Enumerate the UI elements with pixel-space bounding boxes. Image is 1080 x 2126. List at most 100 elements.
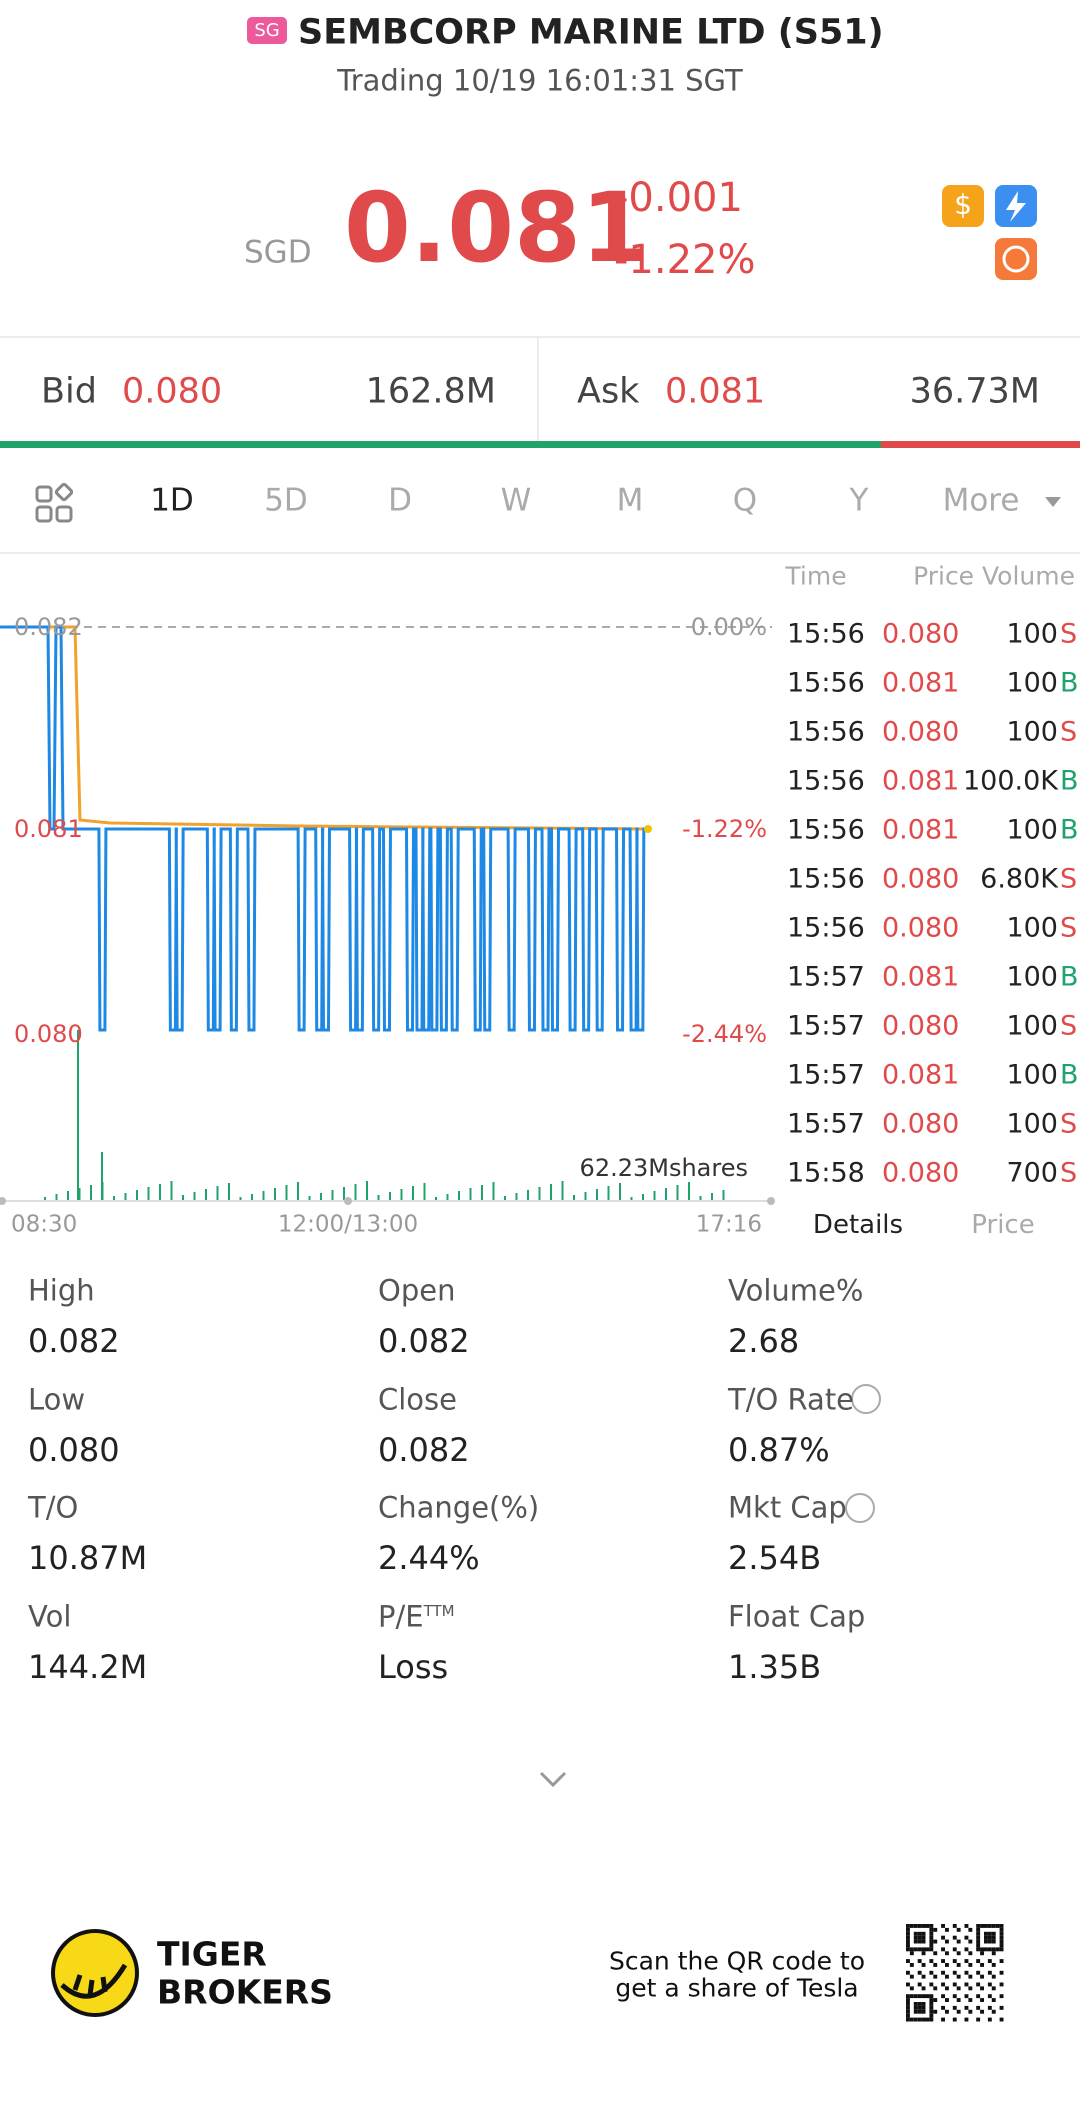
trade-volume: 100 [1006,667,1058,699]
qr-cell [952,2005,957,2010]
ask: 0.081 [665,371,766,412]
detail-value: 0.082 [378,1322,470,1360]
qr-cell [917,1924,922,1928]
detail-label: Vol [28,1599,72,1633]
qr-cell [909,1994,914,1999]
period-tab[interactable]: W [500,482,532,519]
qr-cell [929,1998,934,2002]
qr-cell [921,2017,926,2022]
trade-volume: 100 [1006,716,1058,748]
qr-cell [991,1986,996,1991]
qr-cell [980,1998,984,2002]
layout-icon[interactable] [35,482,74,523]
qr-cell [906,1939,910,1944]
price-tab[interactable]: Price [971,1210,1035,1240]
trade-side: B [1060,667,1079,699]
qr-cell [999,1943,1004,1948]
qr-cell [906,2005,910,2010]
qr-cell [917,2005,922,2010]
details-tab[interactable]: Details [812,1210,904,1240]
qr-cell [964,1982,969,1987]
period-tab[interactable]: 1D [150,482,194,519]
qr-cell [921,2005,926,2010]
qr-cell [987,1994,992,1999]
detail-label: T/O Rate [728,1382,855,1416]
status: Trading 10/19 16:01:31 SGT [337,63,743,98]
qr-cell [933,1951,938,1956]
qr-cell [976,1943,981,1948]
period-tab[interactable]: D [388,482,412,519]
qr-cell [964,1935,969,1940]
qr-cell [980,1986,984,1991]
qr-cell [976,1924,981,1928]
qr-cell [917,2017,922,2022]
qr-cell [906,1943,910,1948]
qr-cell [945,1998,949,2002]
qr-cell [952,1959,957,1963]
qr-cell [968,1939,973,1944]
qr-cell [952,1935,957,1940]
qr-cell [917,1994,922,1999]
icon-dollar[interactable] [942,185,984,227]
qr-cell [999,2017,1004,2022]
qr-cell [921,1935,926,1940]
qr-cell [999,1982,1004,1987]
expand-chevron[interactable] [539,1771,567,1788]
qr-cell [945,1974,949,1979]
trade-time: 15:57 [787,961,865,993]
trade-volume: 100 [1006,1059,1058,1091]
col-header: Price Volume [913,561,1075,591]
period-tab[interactable]: M [616,482,644,519]
qr-cell [906,1935,910,1940]
col-header: Time [785,561,847,591]
trade-side: B [1060,961,1079,993]
qr-cell [921,1951,926,1956]
qr-cell [980,1951,984,1956]
trade-time: 15:57 [787,1010,865,1042]
avg-line [0,625,649,831]
qr-cell [984,1924,988,1928]
info-icon[interactable] [845,1493,875,1523]
change-pct: -1.22% [614,237,756,283]
qr-cell [933,1939,938,1944]
period-tab[interactable]: Y [849,482,869,519]
qr-cell [906,2013,910,2018]
qr-cell [906,1982,910,1987]
qr-cell [921,1947,926,1952]
qr-cell [987,2017,992,2022]
icon-options[interactable] [995,238,1037,280]
qr-cell [964,2005,969,2010]
volume-total: 62.23Mshares [579,1154,748,1182]
period-tab[interactable]: More [942,482,1020,519]
qr-cell [909,2017,914,2022]
qr-cell [976,1994,981,1999]
qr-cell [909,1974,914,1979]
qr-cell [987,1970,992,1975]
qr-cell [976,1939,981,1944]
period-tab[interactable]: Q [732,482,758,519]
qr-cell [921,2002,926,2006]
qr-cell [991,1935,996,1940]
qr-cell [999,1924,1004,1928]
info-icon[interactable] [851,1384,881,1414]
qr-cell [964,1970,969,1975]
qr-cell [984,1947,988,1952]
trade-side: B [1060,814,1079,846]
qr-cell [941,1970,945,1975]
qr-cell [921,1924,926,1928]
qr-cell [976,1982,981,1987]
qr-cell [980,2009,984,2014]
superscript: TTM [423,1601,455,1620]
qr-cell [968,1927,973,1932]
brand: TIGER [157,1934,267,1974]
qr-cell [945,1963,949,1967]
trade-time: 15:56 [787,863,865,895]
qr-cell [987,1982,992,1987]
qr-cell [976,1970,981,1975]
period-tab[interactable]: 5D [264,482,308,519]
qr-cell [929,2017,934,2022]
qr-cell [987,1924,992,1928]
qr-cell [925,1994,930,1999]
trade-time: 15:56 [787,716,865,748]
qr-cell [917,1959,922,1963]
